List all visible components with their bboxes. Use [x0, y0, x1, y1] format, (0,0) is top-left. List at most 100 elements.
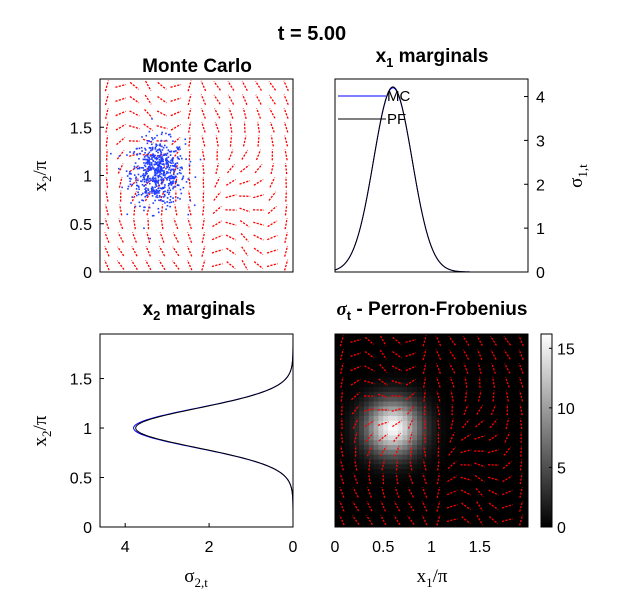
heatmap-cell [344, 406, 351, 412]
heatmap-cell [431, 454, 437, 461]
heatmap-cell [489, 473, 495, 480]
monte-carlo-sample [155, 185, 158, 188]
monte-carlo-sample [148, 169, 151, 172]
heatmap-cell [344, 338, 351, 345]
monte-carlo-panel: Monte Carlo 00.511.5 x2/π [30, 56, 294, 282]
heatmap-cell [455, 334, 462, 340]
heatmap-cell [335, 425, 341, 432]
heatmap-cell [407, 469, 413, 475]
quiver-arrow [365, 432, 374, 443]
heatmap-cell [363, 391, 370, 398]
heatmap-cell [349, 348, 355, 354]
heatmap-cell [368, 522, 375, 527]
quiver-arrow [409, 459, 413, 471]
heatmap-cell [470, 343, 476, 350]
monte-carlo-sample [126, 213, 129, 216]
monte-carlo-sample [147, 165, 150, 168]
heatmap-cell [518, 348, 524, 354]
heatmap-cell [479, 498, 486, 504]
heatmap-cell [431, 338, 437, 345]
heatmap-cell [373, 406, 380, 412]
quiver-arrow [377, 393, 389, 399]
heatmap-cell [421, 502, 428, 509]
heatmap-cell [489, 396, 495, 403]
monte-carlo-sample [148, 130, 151, 133]
heatmap-cell [426, 498, 433, 504]
heatmap-cell [460, 420, 466, 427]
quiver-arrow [501, 518, 513, 523]
heatmap-cell [349, 507, 355, 514]
heatmap-cell [339, 488, 346, 494]
heatmap-cell [460, 372, 466, 379]
heatmap-cell [378, 387, 384, 393]
heatmap-cell [335, 488, 341, 494]
x2-marginals-axes-box [99, 333, 294, 528]
monte-carlo-sample [175, 180, 178, 183]
heatmap-cell [503, 358, 510, 364]
heatmap-cell [407, 444, 413, 451]
heatmap-cell [402, 478, 408, 485]
monte-carlo-sample [145, 161, 148, 164]
monte-carlo-sample [160, 139, 163, 142]
heatmap-cell [431, 343, 437, 350]
heatmap-cell [460, 459, 466, 465]
heatmap-cell [455, 488, 462, 494]
monte-carlo-sample [155, 189, 158, 191]
quiver-arrow [211, 234, 223, 241]
quiver-arrow [392, 350, 402, 359]
heatmap-cell [450, 348, 457, 354]
monte-carlo-sample [160, 176, 163, 179]
quiver-arrow [502, 489, 513, 496]
heatmap-cell [407, 416, 413, 422]
heatmap-cell [513, 353, 519, 359]
heatmap-cell [407, 512, 413, 518]
heatmap-cell [499, 358, 505, 364]
heatmap-cell [373, 522, 380, 527]
heatmap-cell [426, 334, 433, 340]
monte-carlo-sample [157, 179, 160, 182]
heatmap-cell [465, 353, 471, 359]
quiver-arrow [283, 121, 289, 133]
heatmap-cell [465, 416, 471, 422]
monte-carlo-sample [167, 184, 170, 187]
heatmap-cell [426, 358, 433, 364]
quiver-arrow [170, 83, 182, 88]
quiver-arrow [225, 178, 236, 186]
quiver-arrow [172, 260, 180, 270]
quiver-arrow [229, 135, 233, 147]
quiver-arrow [460, 433, 471, 441]
heatmap-cell [436, 469, 442, 475]
heatmap-cell [474, 517, 481, 523]
heatmap-cell [494, 387, 500, 393]
heatmap-cell [470, 473, 476, 480]
monte-carlo-sample [184, 143, 187, 145]
monte-carlo-sample [156, 167, 158, 170]
heatmap-cell [445, 391, 452, 398]
monte-carlo-sample [142, 173, 145, 175]
heatmap-cell [494, 382, 500, 388]
monte-carlo-sample [179, 198, 181, 200]
heatmap-cell [349, 416, 355, 422]
heatmap-cell [503, 454, 510, 461]
quiver-arrow [159, 232, 165, 243]
monte-carlo-sample [160, 133, 163, 136]
quiver-arrow [128, 125, 140, 130]
quiver-arrow [436, 487, 441, 499]
heatmap-cell [523, 444, 528, 451]
heatmap-cell [407, 367, 413, 374]
perron-frobenius-panel: σt - Perron-Frobenius 0 0.5 1 1.5 x1/π 0510… [331, 299, 575, 590]
heatmap-cell [378, 343, 384, 350]
quiver-arrow [214, 121, 220, 133]
monte-carlo-sample [161, 168, 163, 170]
heatmap-cell [359, 406, 365, 412]
quiver-arrow [241, 246, 249, 257]
heatmap-cell [499, 449, 505, 456]
quiver-arrow [283, 259, 289, 271]
quiver-arrow [446, 518, 458, 523]
heatmap-cell [378, 440, 384, 446]
monte-carlo-sample [133, 174, 136, 176]
heatmap-cell [508, 444, 515, 451]
monte-carlo-sample [174, 176, 176, 179]
heatmap-cell [465, 483, 471, 489]
heatmap-cell [513, 358, 519, 364]
